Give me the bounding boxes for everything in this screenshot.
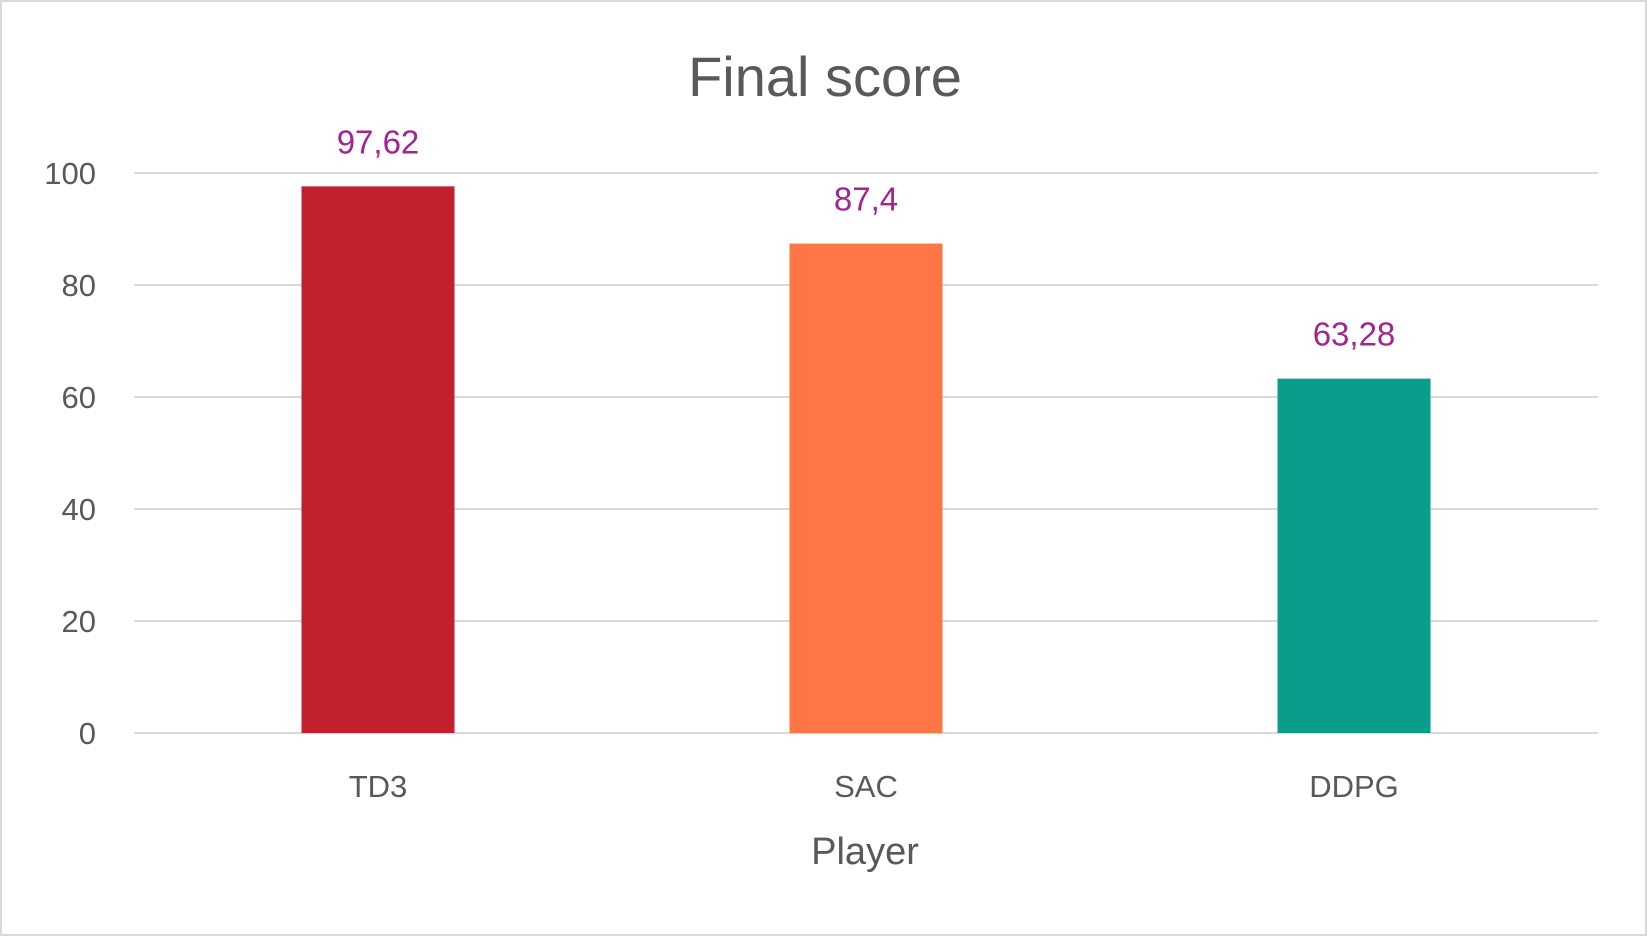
data-label: 63,28	[1313, 316, 1396, 353]
bars	[301, 186, 1431, 733]
chart-title: Final score	[688, 45, 962, 108]
x-tick-label: DDPG	[1309, 769, 1399, 804]
y-axis-ticks: 0 20 40 60 80 100	[44, 156, 96, 751]
y-tick-label: 40	[62, 492, 96, 527]
x-axis-label: Player	[811, 831, 919, 873]
y-tick-label: 20	[62, 604, 96, 639]
bar-ddpg	[1277, 378, 1431, 733]
y-tick-label: 100	[44, 156, 96, 191]
data-labels: 97,62 87,4 63,28	[337, 123, 1396, 352]
bar-td3	[301, 186, 455, 733]
y-tick-label: 80	[62, 268, 96, 303]
data-label: 87,4	[834, 181, 898, 218]
x-axis-categories: TD3 SAC DDPG	[349, 769, 1399, 804]
bar-sac	[789, 243, 943, 733]
y-tick-label: 60	[62, 380, 96, 415]
x-tick-label: SAC	[834, 769, 898, 804]
x-tick-label: TD3	[349, 769, 408, 804]
y-tick-label: 0	[79, 716, 96, 751]
data-label: 97,62	[337, 123, 420, 160]
